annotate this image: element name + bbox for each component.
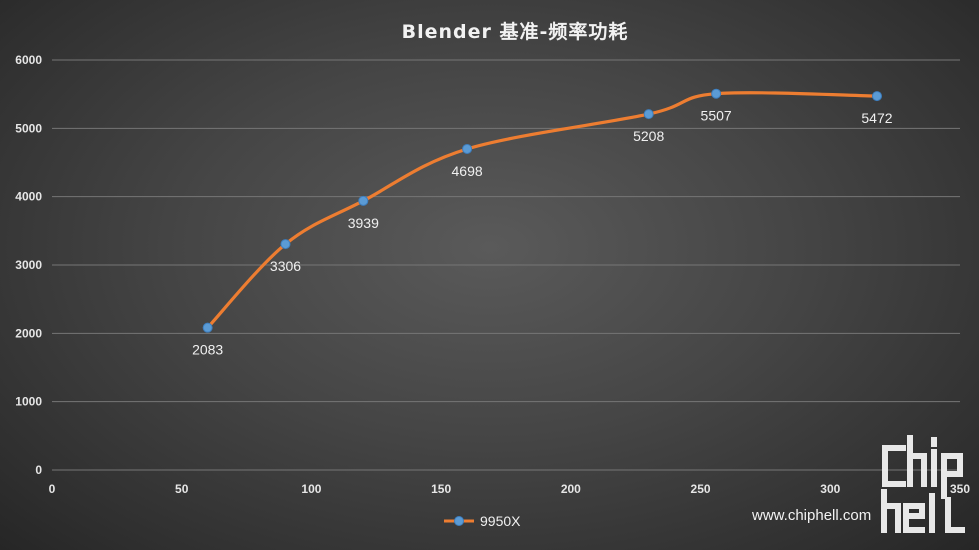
y-tick-label-4: 4000 bbox=[15, 190, 42, 204]
data-point-5 bbox=[711, 88, 722, 99]
series-9950x: 2083 3306 3939 4698 5208 5507 5472 bbox=[192, 88, 893, 358]
data-label-2: 3939 bbox=[348, 215, 379, 231]
chart-title: Blender 基准-频率功耗 bbox=[402, 20, 629, 43]
data-point-3 bbox=[462, 143, 473, 154]
y-tick-label-6: 6000 bbox=[15, 53, 42, 67]
x-tick-label-3: 150 bbox=[431, 482, 451, 496]
x-tick-label-0: 0 bbox=[49, 482, 56, 496]
data-point-2 bbox=[358, 195, 369, 206]
y-tick-label-2: 2000 bbox=[15, 326, 42, 340]
x-tick-label-1: 50 bbox=[175, 482, 189, 496]
y-tick-label-3: 3000 bbox=[15, 258, 42, 272]
data-label-4: 5208 bbox=[633, 128, 664, 144]
data-label-6: 5472 bbox=[861, 110, 892, 126]
x-tick-label-6: 300 bbox=[820, 482, 840, 496]
x-tick-label-2: 100 bbox=[301, 482, 321, 496]
data-label-0: 2083 bbox=[192, 342, 223, 358]
data-point-4 bbox=[643, 109, 654, 120]
watermark-url: www.chiphell.com bbox=[751, 507, 871, 524]
x-tick-label-5: 250 bbox=[691, 482, 711, 496]
legend: 9950X bbox=[444, 513, 521, 529]
data-label-1: 3306 bbox=[270, 258, 301, 274]
data-point-1 bbox=[280, 239, 291, 250]
data-point-6 bbox=[871, 91, 882, 102]
legend-marker-swatch bbox=[454, 516, 464, 526]
x-tick-label-7: 350 bbox=[950, 482, 970, 496]
x-tick-label-4: 200 bbox=[561, 482, 581, 496]
y-tick-label-0: 0 bbox=[35, 463, 42, 477]
y-tick-label-5: 5000 bbox=[15, 121, 42, 135]
y-tick-label-1: 1000 bbox=[15, 395, 42, 409]
legend-label-9950x: 9950X bbox=[480, 513, 521, 529]
data-label-5: 5507 bbox=[701, 108, 732, 124]
chiphell-watermark: www.chiphell.com bbox=[751, 435, 965, 533]
data-label-3: 4698 bbox=[452, 163, 483, 179]
gridlines bbox=[52, 59, 960, 471]
axes: 0 1000 2000 3000 4000 5000 6000 0 50 100 150 200 250… bbox=[15, 53, 970, 496]
chiphell-logo bbox=[881, 435, 965, 533]
data-point-0 bbox=[202, 322, 213, 333]
